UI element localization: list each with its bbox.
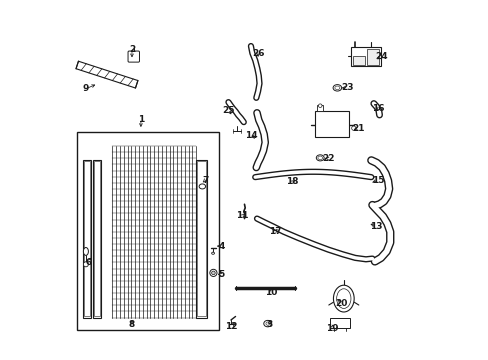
Bar bbox=[83, 160, 91, 318]
Text: 13: 13 bbox=[370, 222, 382, 231]
Ellipse shape bbox=[333, 285, 353, 312]
Text: 12: 12 bbox=[224, 322, 237, 331]
Text: 15: 15 bbox=[371, 176, 384, 185]
Text: 9: 9 bbox=[82, 84, 88, 93]
Ellipse shape bbox=[83, 248, 88, 255]
Bar bbox=[77, 132, 219, 330]
Text: 24: 24 bbox=[374, 52, 387, 61]
Text: 16: 16 bbox=[371, 104, 384, 113]
FancyBboxPatch shape bbox=[128, 51, 139, 62]
Text: 10: 10 bbox=[264, 288, 277, 297]
Bar bbox=[76, 61, 138, 88]
Bar bbox=[316, 105, 323, 111]
Text: 3: 3 bbox=[266, 320, 272, 329]
Ellipse shape bbox=[316, 155, 324, 161]
Circle shape bbox=[209, 269, 217, 276]
Ellipse shape bbox=[332, 85, 341, 91]
Text: 22: 22 bbox=[322, 154, 334, 163]
Text: 20: 20 bbox=[334, 299, 346, 308]
Bar bbox=[84, 161, 90, 316]
Text: 11: 11 bbox=[236, 211, 248, 220]
Text: 4: 4 bbox=[218, 242, 224, 251]
Bar bbox=[94, 161, 100, 316]
Ellipse shape bbox=[334, 86, 339, 90]
Text: 6: 6 bbox=[86, 258, 92, 267]
Ellipse shape bbox=[317, 156, 322, 159]
Text: 17: 17 bbox=[268, 227, 281, 236]
Bar bbox=[366, 49, 378, 64]
Text: 7: 7 bbox=[202, 176, 208, 185]
Ellipse shape bbox=[199, 184, 205, 189]
Text: 5: 5 bbox=[218, 270, 224, 279]
Text: 14: 14 bbox=[245, 131, 258, 140]
Circle shape bbox=[211, 271, 215, 275]
Text: 21: 21 bbox=[351, 124, 364, 133]
Circle shape bbox=[83, 262, 88, 267]
Bar bbox=[329, 318, 349, 328]
Text: 23: 23 bbox=[340, 83, 352, 92]
Ellipse shape bbox=[211, 252, 214, 254]
Circle shape bbox=[318, 104, 322, 108]
Ellipse shape bbox=[265, 322, 269, 325]
Circle shape bbox=[351, 126, 355, 130]
Text: 26: 26 bbox=[251, 49, 264, 58]
Bar bbox=[93, 160, 101, 318]
Ellipse shape bbox=[336, 289, 350, 309]
Text: 8: 8 bbox=[128, 320, 135, 329]
Text: 1: 1 bbox=[138, 115, 144, 124]
Bar bbox=[196, 160, 206, 318]
Text: 18: 18 bbox=[286, 177, 298, 186]
Bar bbox=[352, 56, 365, 64]
Text: 2: 2 bbox=[128, 45, 135, 54]
Text: 25: 25 bbox=[222, 106, 234, 115]
Text: 19: 19 bbox=[325, 324, 338, 333]
Bar bbox=[197, 161, 205, 316]
Bar bbox=[350, 47, 381, 66]
Bar bbox=[315, 111, 348, 137]
Ellipse shape bbox=[263, 320, 271, 327]
